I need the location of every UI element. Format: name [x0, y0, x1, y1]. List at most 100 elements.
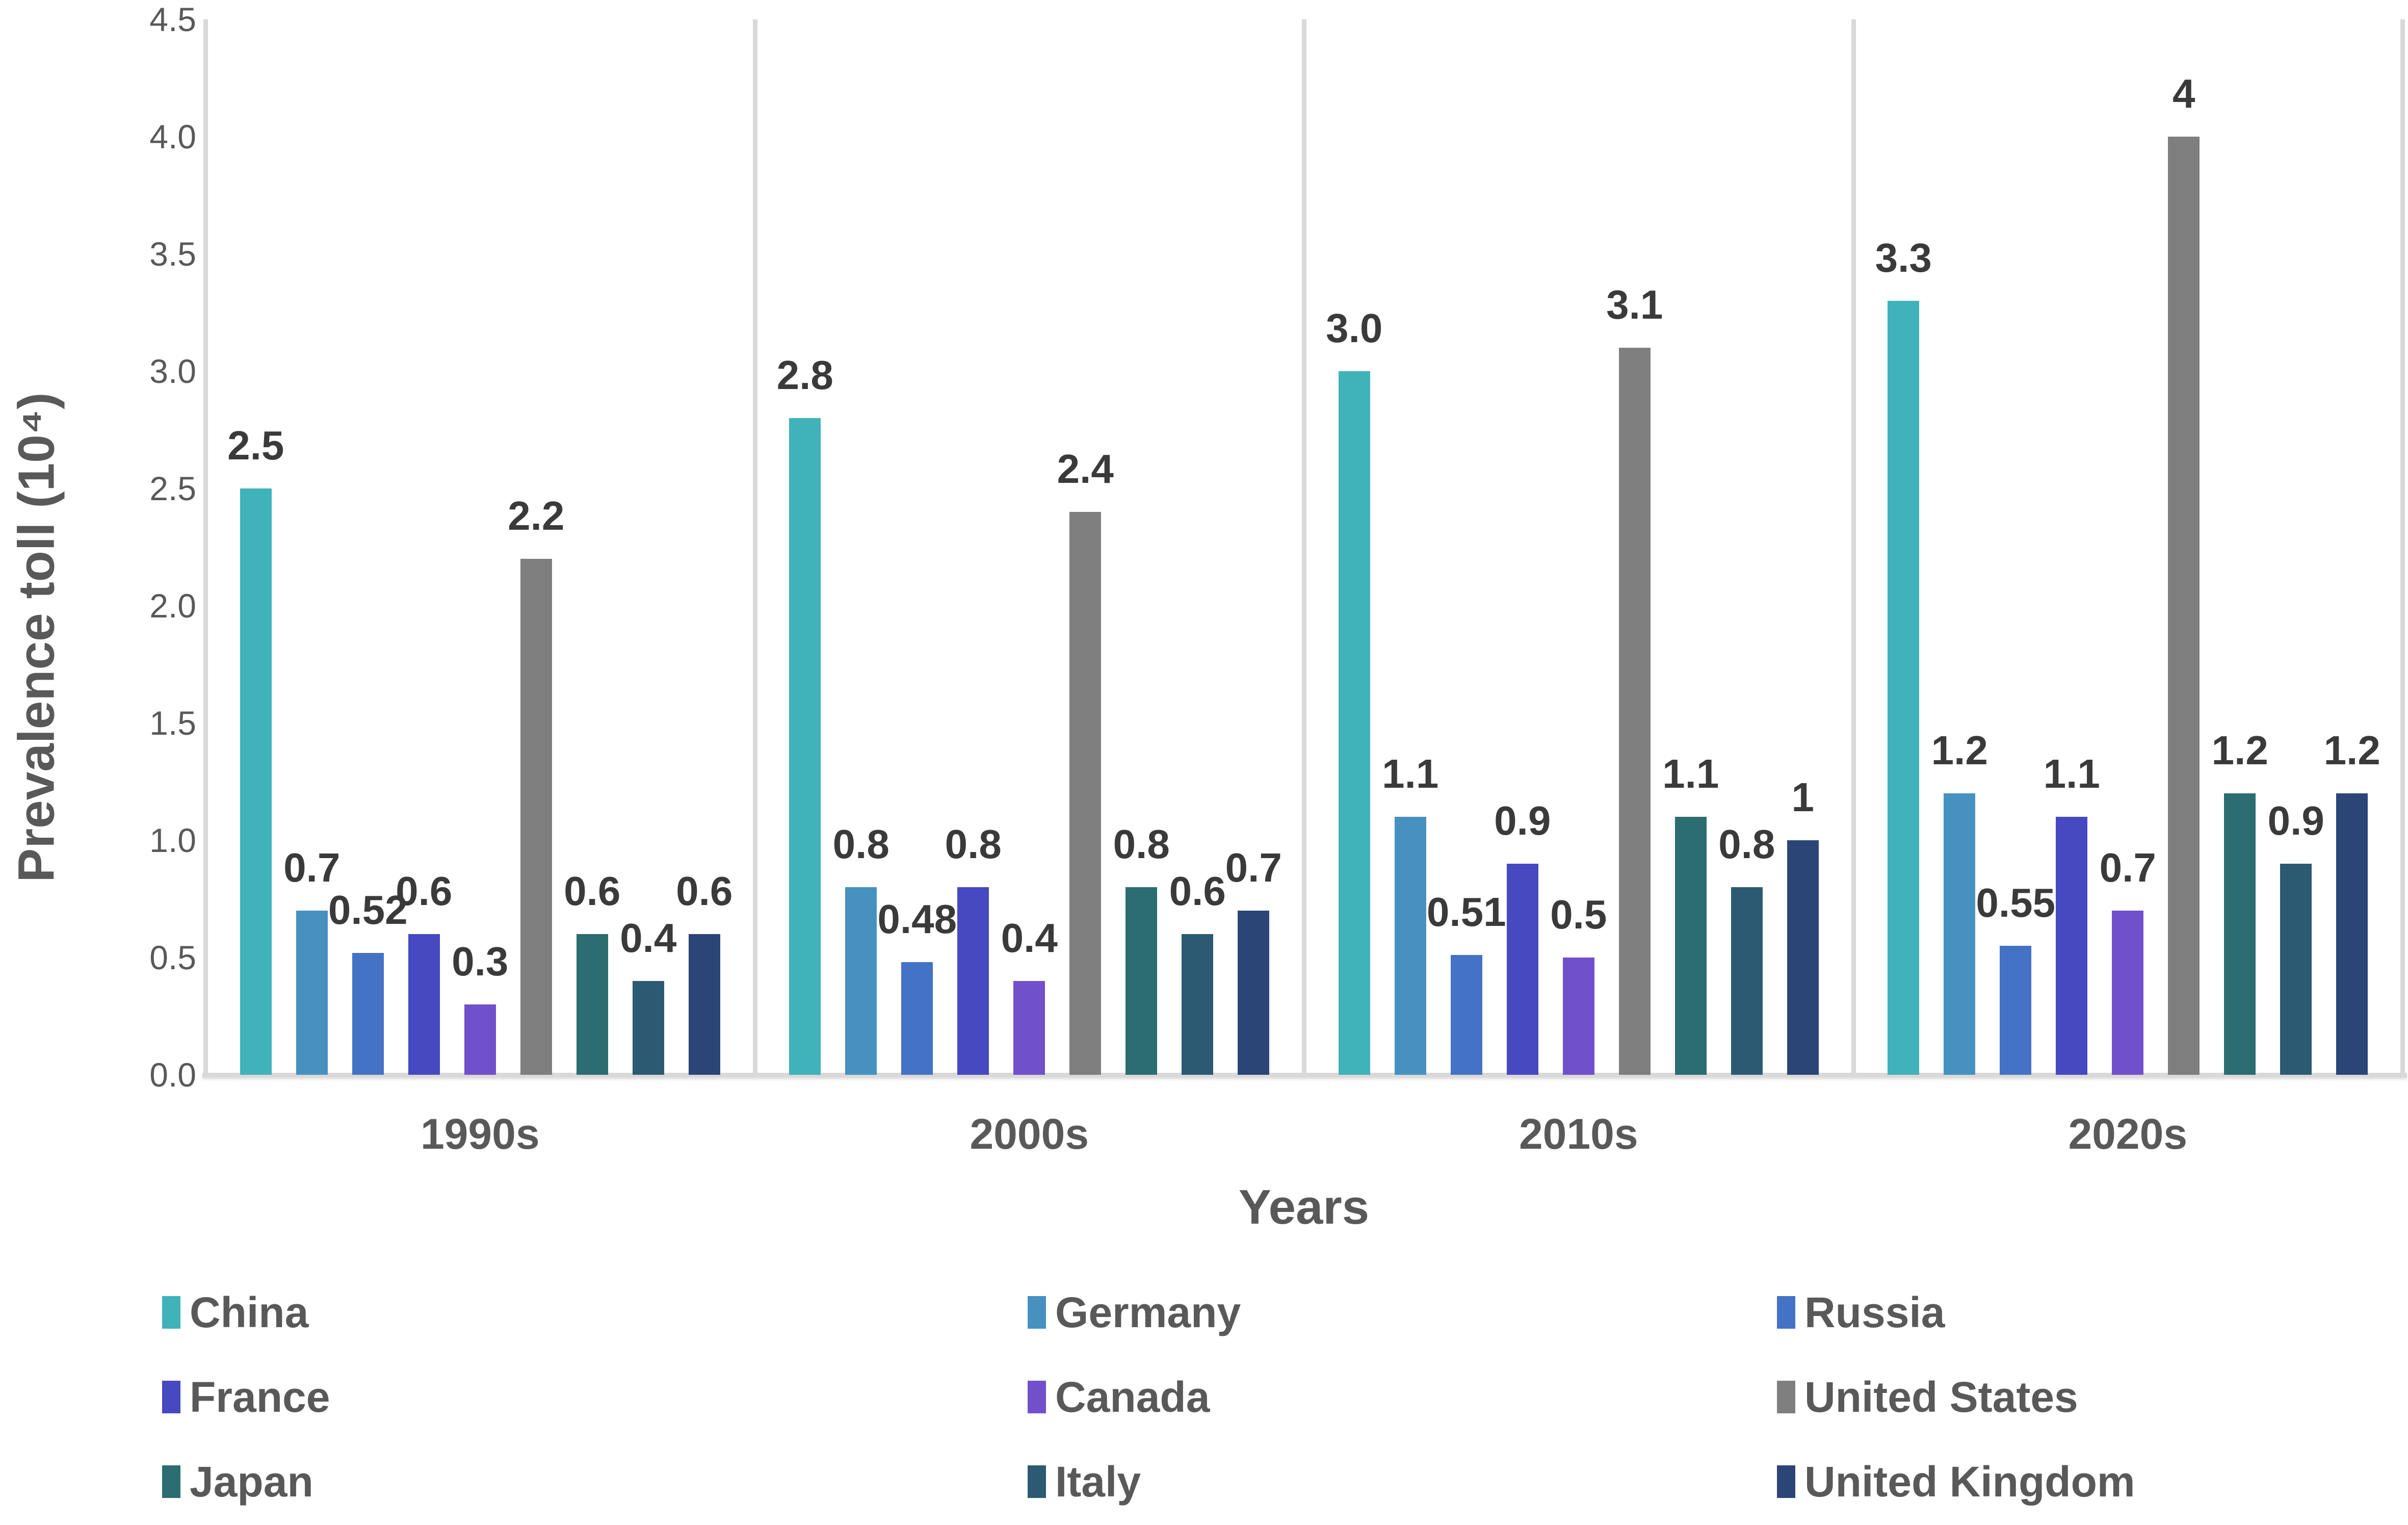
legend-item-canada: Canada: [1028, 1369, 1210, 1425]
bar-value-label: 0.7: [1225, 845, 1282, 890]
bar-russia-1990s: 0.52: [328, 889, 408, 1075]
legend-label: Russia: [1804, 1288, 1945, 1336]
bar-value-label: 0.55: [1976, 880, 2056, 925]
bar-canada-2000s: 0.4: [1001, 918, 1058, 1075]
bar-canada-2010s: 0.5: [1550, 894, 1607, 1075]
bar-value-label: 1.2: [2323, 728, 2380, 773]
legend-label: Japan: [190, 1457, 313, 1506]
bar-value-label: 0.8: [832, 821, 889, 867]
legend-swatch-united-states: [1777, 1381, 1795, 1413]
bar-value-label: 1: [1791, 774, 1815, 820]
x-tick-label-2010s: 2010s: [1519, 1110, 1638, 1158]
bar-group-1990s: 2.5 0.7 0.52 0.6 0.3 2.2 0.6 0.4 0.6: [205, 19, 755, 1075]
x-axis-title: Years: [1238, 1180, 1370, 1234]
bar-italy-2020s: 0.9: [2268, 800, 2324, 1075]
bar-china-1990s: 2.5: [227, 425, 284, 1075]
bar-value-label: 1.1: [1382, 751, 1439, 796]
bar-value-label: 0.4: [1001, 915, 1058, 961]
legend-item-france: France: [162, 1369, 330, 1425]
x-tick-label-1990s: 1990s: [420, 1110, 540, 1158]
bar-united-kingdom-2010s: 1: [1787, 777, 1819, 1075]
bar-value-label: 0.7: [2099, 845, 2156, 890]
legend-swatch-france: [162, 1381, 180, 1413]
y-tick-label-2.0: 2.0: [149, 587, 196, 625]
group-separator: [1302, 19, 1306, 1075]
bar-russia-2020s: 0.55: [1976, 883, 2055, 1075]
bar-united-kingdom-2000s: 0.7: [1225, 847, 1282, 1075]
bar-value-label: 2.2: [508, 493, 565, 538]
bar-france-1990s: 0.6: [396, 871, 452, 1075]
legend-swatch-germany: [1028, 1296, 1046, 1329]
bar-united-states-2020s: 4: [2168, 73, 2200, 1075]
bar-value-label: 0.52: [328, 887, 408, 933]
bar-russia-2010s: 0.51: [1427, 892, 1506, 1075]
bar-germany-2020s: 1.2: [1931, 730, 1988, 1075]
legend-item-russia: Russia: [1777, 1285, 1945, 1340]
bar-value-label: 0.7: [283, 845, 341, 890]
y-tick-label-4.0: 4.0: [149, 118, 196, 156]
legend-swatch-russia: [1777, 1296, 1795, 1329]
bar-value-label: 0.3: [452, 939, 509, 984]
bar-united-states-2010s: 3.1: [1606, 285, 1663, 1075]
x-tick-label-2000s: 2000s: [970, 1110, 1089, 1158]
bar-value-label: 1.2: [2211, 728, 2268, 773]
bar-value-label: 0.8: [945, 821, 1002, 867]
bar-value-label: 0.5: [1550, 892, 1607, 937]
legend-swatch-canada: [1028, 1381, 1046, 1413]
bar-value-label: 2.8: [776, 352, 833, 398]
bar-value-label: 0.6: [1169, 868, 1226, 914]
legend-label: United States: [1804, 1373, 2078, 1421]
bar-france-2020s: 1.1: [2044, 754, 2100, 1075]
x-axis-tick-labels: 1990s 2000s 2010s 2020s: [205, 1109, 2402, 1171]
bar-japan-2010s: 1.1: [1662, 754, 1719, 1075]
y-tick-label-1.5: 1.5: [149, 704, 196, 742]
group-separator: [752, 19, 757, 1075]
y-tick-label-4.5: 4.5: [149, 1, 196, 38]
y-tick-label-3.5: 3.5: [149, 235, 196, 273]
bar-value-label: 0.9: [1494, 798, 1551, 843]
legend-item-germany: Germany: [1028, 1285, 1241, 1340]
bar-value-label: 0.48: [877, 896, 957, 942]
legend-swatch-united-kingdom: [1777, 1465, 1795, 1498]
y-tick-label-0.5: 0.5: [149, 939, 196, 976]
bar-france-2010s: 0.9: [1494, 800, 1551, 1075]
bar-italy-1990s: 0.4: [620, 918, 676, 1075]
bar-china-2010s: 3.0: [1326, 308, 1382, 1075]
y-tick-label-2.5: 2.5: [149, 470, 196, 507]
bar-value-label: 0.51: [1426, 889, 1506, 935]
bar-value-label: 1.2: [1931, 728, 1988, 773]
bar-value-label: 1.1: [2043, 751, 2100, 796]
bar-germany-1990s: 0.7: [283, 847, 340, 1075]
legend-label: Italy: [1055, 1457, 1141, 1506]
legend-label: Germany: [1055, 1288, 1241, 1336]
bar-japan-2000s: 0.8: [1113, 824, 1170, 1075]
y-tick-label-0.0: 0.0: [149, 1056, 196, 1094]
bar-value-label: 0.8: [1718, 821, 1775, 867]
bar-value-label: 0.8: [1113, 821, 1170, 867]
bar-france-2000s: 0.8: [945, 824, 1002, 1075]
y-axis-tick-labels: 4.5 4.0 3.5 3.0 2.5 2.0 1.5 1.0 0.5 0.0: [0, 0, 196, 1525]
legend-item-united-states: United States: [1777, 1369, 2078, 1425]
bar-united-kingdom-2020s: 1.2: [2324, 730, 2380, 1075]
bar-russia-2000s: 0.48: [877, 899, 957, 1075]
group-separator: [1851, 19, 1856, 1075]
bar-italy-2000s: 0.6: [1169, 871, 1226, 1075]
legend-item-united-kingdom: United Kingdom: [1777, 1454, 2135, 1509]
x-axis-line: [202, 1073, 2407, 1077]
bar-value-label: 2.4: [1057, 446, 1114, 492]
bar-value-label: 2.5: [227, 423, 284, 468]
plot-right-border: [2400, 19, 2405, 1075]
bar-germany-2000s: 0.8: [833, 824, 889, 1075]
legend-label: Canada: [1055, 1373, 1210, 1421]
legend-item-china: China: [162, 1285, 308, 1340]
bar-group-2000s: 2.8 0.8 0.48 0.8 0.4 2.4 0.8 0.6 0.7: [755, 19, 1304, 1075]
bar-value-label: 0.4: [620, 915, 677, 961]
bar-value-label: 3.3: [1875, 235, 1932, 280]
bar-united-kingdom-1990s: 0.6: [676, 871, 732, 1075]
bar-united-states-1990s: 2.2: [508, 496, 564, 1075]
legend-swatch-china: [162, 1296, 180, 1329]
bar-group-2010s: 3.0 1.1 0.51 0.9 0.5 3.1 1.1 0.8 1: [1304, 19, 1853, 1075]
y-axis-line: [203, 19, 208, 1075]
bar-value-label: 1.1: [1662, 751, 1719, 796]
